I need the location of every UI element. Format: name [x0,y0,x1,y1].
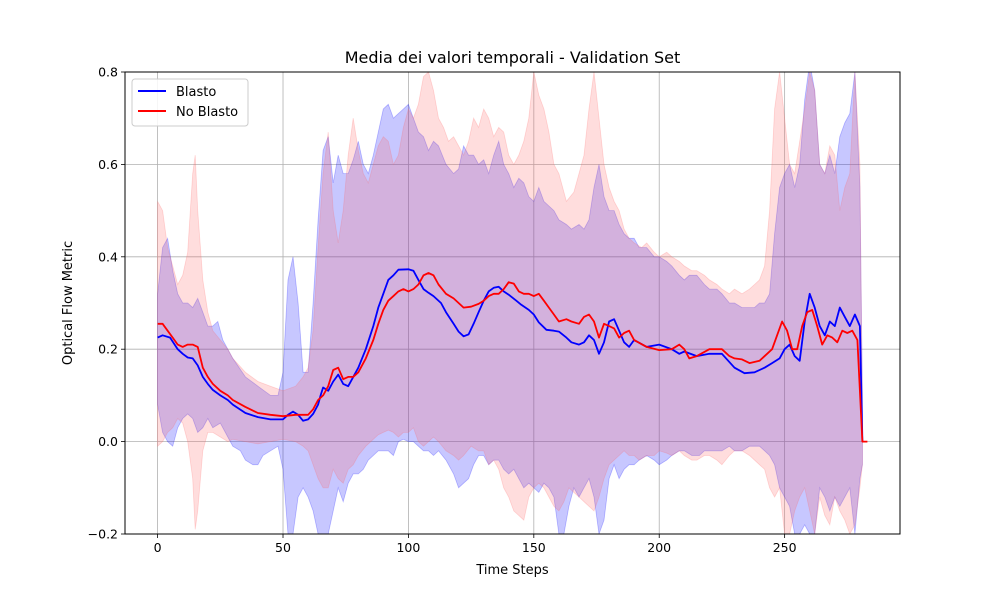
x-tick-label: 0 [154,540,162,555]
legend: Blasto No Blasto [131,78,249,127]
y-tick-label: 0.6 [98,157,118,172]
x-tick-label: 50 [275,540,291,555]
x-tick-label: 200 [647,540,671,555]
series-lines [157,268,868,443]
y-tick-label: 0.2 [98,342,118,357]
legend-label-blasto: Blasto [176,85,216,100]
band-blasto [157,72,863,534]
chart-title: Media dei valori temporali - Validation … [345,48,681,67]
x-tick-label: 100 [396,540,420,555]
y-axis-label: Optical Flow Metric [61,241,76,365]
y-axis-ticks: −0.2 0.0 0.2 0.4 0.6 0.8 [88,65,125,542]
line-blasto [157,268,864,442]
x-tick-label: 150 [522,540,546,555]
x-axis-ticks: 0 50 100 150 200 250 [154,534,797,555]
y-tick-label: 0.0 [98,434,118,449]
line-no-blasto [157,272,868,443]
x-axis-label: Time Steps [475,563,549,578]
plot-frame [124,71,901,535]
y-tick-label: 0.8 [98,65,118,80]
x-tick-label: 250 [773,540,797,555]
y-tick-label: 0.4 [98,249,118,264]
legend-label-no-blasto: No Blasto [176,105,238,120]
y-tick-label: −0.2 [88,527,118,542]
